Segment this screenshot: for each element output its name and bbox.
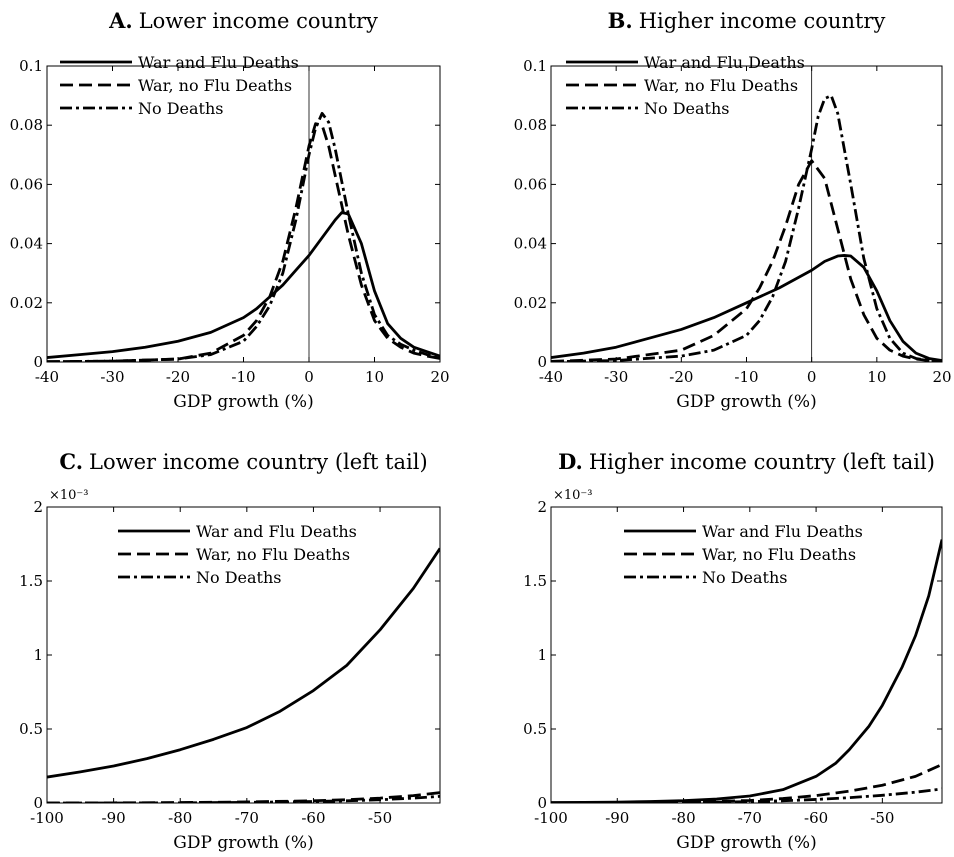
chart-title-prefix: B. [608,8,633,33]
x-axis-label: GDP growth (%) [676,833,816,853]
chart-title-prefix: A. [108,8,133,33]
legend-label: War, no Flu Deaths [644,76,798,95]
y-tick-label: 0 [537,794,547,812]
legend-label: No Deaths [644,99,730,118]
series-line-solid [551,254,942,362]
x-tick-label: -30 [604,368,628,386]
chart-title-text: Lower income country (left tail) [89,450,428,474]
y-tick-label: 0.02 [10,294,43,312]
y-tick-label: 1 [537,646,547,664]
series-line-dashdot [551,94,942,362]
legend-label: War and Flu Deaths [702,522,863,541]
y-exponent-label: ×10⁻³ [49,488,89,503]
chart-title-prefix: D. [558,449,583,474]
legend-label: War, no Flu Deaths [196,545,350,564]
chart-title-text: Higher income country (left tail) [589,450,935,474]
x-tick-label: 20 [932,368,951,386]
legend-label: War and Flu Deaths [196,522,357,541]
x-axis-label: GDP growth (%) [173,833,313,853]
y-tick-label: 0.5 [19,720,43,738]
plot-area [550,65,943,363]
x-tick-label: -50 [368,809,392,827]
y-tick-label: 0.1 [19,57,43,75]
series-line-dashdot [551,787,942,803]
panel-d: D. Higher income country (left tail) -100 -… [523,449,943,853]
x-tick-label: -90 [605,809,629,827]
x-tick-label: -50 [870,809,894,827]
x-tick-label: 20 [430,368,449,386]
series-line-solid [47,211,440,359]
y-tick-label: 0.04 [514,235,547,253]
x-axis-label: GDP growth (%) [173,392,313,412]
legend: War and Flu Deaths War, no Flu Deaths No D… [624,522,863,587]
x-tick-label: -40 [35,368,59,386]
series-line-dashdot [47,111,440,362]
y-tick-label: 2 [33,498,43,516]
x-tick-label: 0 [807,368,817,386]
series-line-dashdot [47,794,440,803]
x-tick-label: -60 [804,809,828,827]
legend-label: War, no Flu Deaths [138,76,292,95]
y-tick-label: 0 [33,353,43,371]
x-tick-label: -10 [734,368,758,386]
series-line-solid [47,547,440,779]
x-tick-label: -20 [166,368,190,386]
y-tick-label: 1 [33,646,43,664]
y-tick-label: 0.5 [523,720,547,738]
chart-title-text: Lower income country [139,9,378,33]
y-tick-label: 0 [33,794,43,812]
x-tick-label: -60 [301,809,325,827]
panel-a: A. Lower income country -40 -30 -20 -10 0 10 20 0… [10,8,450,412]
y-tick-label: 2 [537,498,547,516]
x-tick-label: -90 [102,809,126,827]
legend-label: War and Flu Deaths [644,53,805,72]
chart-title: C. Lower income country (left tail) [59,449,427,474]
chart-title: A. Lower income country [108,8,378,33]
x-tick-label: -80 [168,809,192,827]
y-tick-label: 0.04 [10,235,43,253]
chart-title-prefix: C. [59,449,83,474]
panel-c: C. Lower income country (left tail) -100 -9… [19,449,441,853]
x-tick-label: -70 [235,809,259,827]
legend-label: No Deaths [702,568,788,587]
series-line-dashed [551,159,942,362]
y-tick-label: 0.08 [514,116,547,134]
series-line-dashed [47,122,440,362]
x-tick-label: 10 [365,368,384,386]
legend-label: No Deaths [196,568,282,587]
legend-label: War and Flu Deaths [138,53,299,72]
y-tick-label: 1.5 [523,572,547,590]
y-tick-label: 0.08 [10,116,43,134]
y-tick-label: 0 [537,353,547,371]
legend: War and Flu Deaths War, no Flu Deaths No D… [60,53,299,118]
legend-label: No Deaths [138,99,224,118]
legend: War and Flu Deaths War, no Flu Deaths No D… [118,522,357,587]
y-tick-label: 0.1 [523,57,547,75]
chart-title: D. Higher income country (left tail) [558,449,935,474]
panel-b: B. Higher income country -40 -30 -20 -10 0 10 20… [514,8,952,412]
x-tick-label: -100 [30,809,64,827]
x-tick-label: 10 [867,368,886,386]
y-tick-label: 0.06 [514,175,547,193]
y-exponent-label: ×10⁻³ [553,488,593,503]
x-tick-label: -10 [231,368,255,386]
x-tick-label: -80 [671,809,695,827]
series-line-dashed [47,791,440,803]
x-tick-label: -100 [534,809,568,827]
x-tick-label: -20 [669,368,693,386]
legend: War and Flu Deaths War, no Flu Deaths No D… [566,53,805,118]
y-tick-label: 0.06 [10,175,43,193]
chart-title: B. Higher income country [608,8,886,33]
y-tick-label: 0.02 [514,294,547,312]
chart-title-text: Higher income country [639,9,886,33]
x-tick-label: 0 [304,368,314,386]
x-tick-label: -30 [100,368,124,386]
x-tick-label: -40 [539,368,563,386]
x-tick-label: -70 [738,809,762,827]
y-tick-label: 1.5 [19,572,43,590]
legend-label: War, no Flu Deaths [702,545,856,564]
x-axis-label: GDP growth (%) [676,392,816,412]
